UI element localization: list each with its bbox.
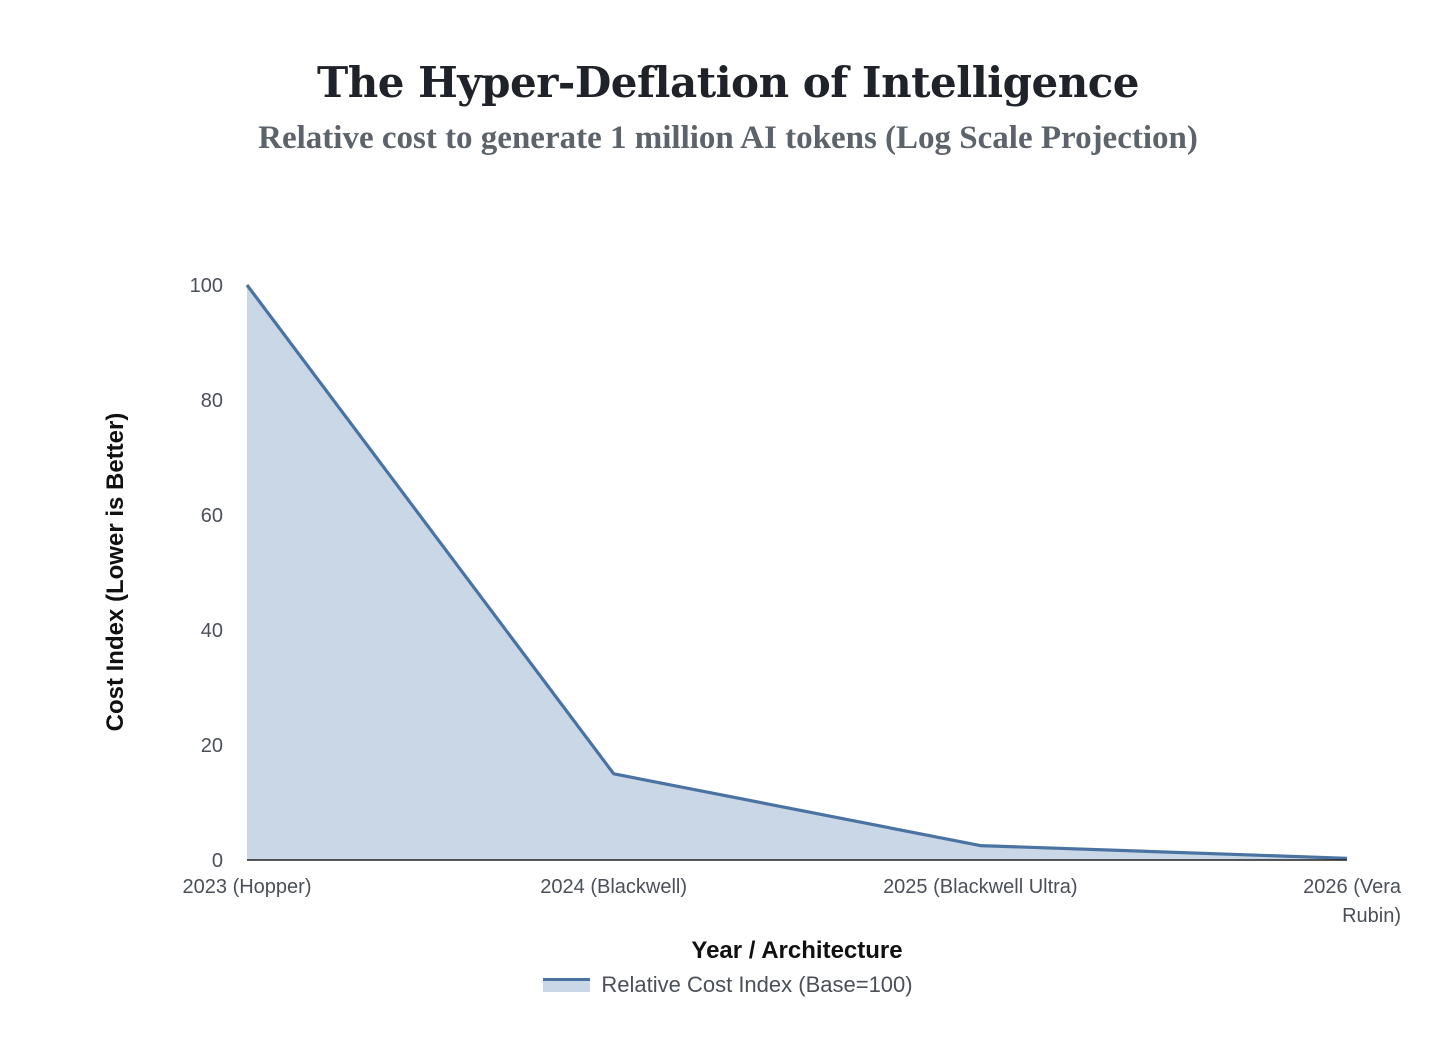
legend-swatch bbox=[543, 978, 591, 992]
chart-title: The Hyper-Deflation of Intelligence bbox=[316, 58, 1140, 107]
series-area-fill bbox=[247, 285, 1347, 860]
y-tick-label: 80 bbox=[201, 390, 223, 412]
x-tick-label: 2024 (Blackwell) bbox=[540, 876, 687, 898]
x-tick-label-line: 2023 (Hopper) bbox=[183, 876, 312, 898]
y-tick-label: 0 bbox=[212, 850, 223, 872]
x-axis-ticks: 2023 (Hopper) 2024 (Blackwell) 2025 (Black… bbox=[183, 876, 1402, 927]
x-tick-label: 2025 (Blackwell Ultra) bbox=[883, 876, 1078, 898]
plot-area bbox=[245, 284, 1348, 861]
x-tick-label: 2026 (Vera Rubin) bbox=[1303, 876, 1402, 927]
y-axis-title: Cost Index (Lower is Better) bbox=[102, 413, 129, 732]
legend-label: Relative Cost Index (Base=100) bbox=[601, 972, 913, 997]
x-tick-label-line: 2026 (Vera bbox=[1303, 876, 1402, 898]
legend: Relative Cost Index (Base=100) bbox=[0, 972, 1456, 998]
y-tick-label: 60 bbox=[201, 505, 223, 527]
y-tick-label: 40 bbox=[201, 620, 223, 642]
chart-subtitle: Relative cost to generate 1 million AI t… bbox=[258, 120, 1198, 156]
x-tick-label-line: 2024 (Blackwell) bbox=[540, 876, 687, 898]
y-axis-ticks: 0 20 40 60 80 100 bbox=[190, 275, 223, 872]
y-tick-label: 100 bbox=[190, 275, 223, 297]
x-axis-title: Year / Architecture bbox=[691, 937, 902, 964]
series-line bbox=[245, 284, 1348, 860]
x-tick-label-line: 2025 (Blackwell Ultra) bbox=[883, 876, 1078, 898]
y-tick-label: 20 bbox=[201, 735, 223, 757]
x-tick-label: 2023 (Hopper) bbox=[183, 876, 312, 898]
x-tick-label-line: Rubin) bbox=[1342, 905, 1401, 927]
